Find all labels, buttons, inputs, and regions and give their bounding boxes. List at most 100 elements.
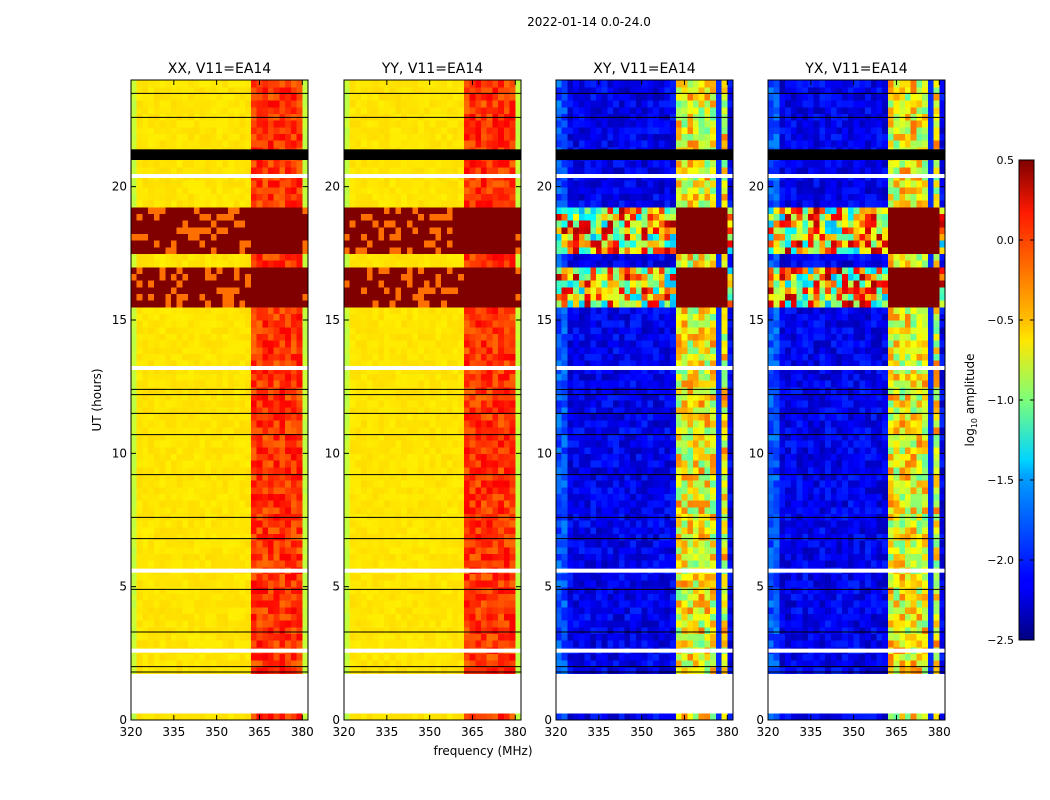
heatmap-cell xyxy=(239,506,246,514)
heatmap-cell xyxy=(296,200,303,208)
heatmap-cell xyxy=(165,653,172,661)
heatmap-cell xyxy=(176,300,183,308)
heatmap-cell xyxy=(148,420,155,428)
heatmap-cell xyxy=(372,373,379,381)
heatmap-cell xyxy=(176,466,183,474)
heatmap-cell xyxy=(486,473,493,481)
heatmap-cell xyxy=(446,486,454,494)
heatmap-cell xyxy=(193,560,201,568)
heatmap-cell xyxy=(349,226,356,234)
heatmap-cell xyxy=(429,366,436,374)
heatmap-cell xyxy=(131,420,138,428)
heatmap-cell xyxy=(355,233,362,241)
heatmap-cell xyxy=(349,340,356,348)
heatmap-cell xyxy=(441,526,448,534)
heatmap-cell xyxy=(366,360,374,368)
heatmap-cell xyxy=(228,346,235,354)
heatmap-cell xyxy=(423,660,431,668)
heatmap-cell xyxy=(446,353,454,361)
heatmap-cell xyxy=(446,500,454,508)
heatmap-cell xyxy=(245,366,252,374)
heatmap-cell xyxy=(509,580,516,588)
heatmap-cell xyxy=(458,220,465,228)
heatmap-cell xyxy=(193,506,201,514)
heatmap-cell xyxy=(412,520,419,528)
heatmap-cell xyxy=(205,500,212,508)
heatmap-cell xyxy=(250,586,258,594)
heatmap-cell xyxy=(503,466,511,474)
heatmap-cell xyxy=(463,306,471,314)
heatmap-cell xyxy=(406,440,414,448)
heatmap-cell xyxy=(492,533,499,541)
heatmap-cell xyxy=(222,466,229,474)
heatmap-cell xyxy=(395,553,402,561)
heatmap-cell xyxy=(372,613,379,621)
heatmap-cell xyxy=(384,580,391,588)
heatmap-cell xyxy=(435,300,442,308)
heatmap-cell xyxy=(131,340,138,348)
heatmap-cell xyxy=(423,313,431,321)
heatmap-cell xyxy=(210,180,218,188)
heatmap-cell xyxy=(452,286,459,294)
heatmap-cell xyxy=(361,446,368,454)
heatmap-cell xyxy=(372,446,379,454)
heatmap-cell xyxy=(361,573,368,581)
heatmap-cell xyxy=(159,600,166,608)
heatmap-cell xyxy=(344,366,351,374)
heatmap-cell xyxy=(389,600,396,608)
heatmap-cell xyxy=(216,253,223,261)
heatmap-cell xyxy=(142,106,149,114)
heatmap-cell xyxy=(406,213,414,221)
heatmap-cell xyxy=(165,340,172,348)
heatmap-cell xyxy=(279,573,286,581)
heatmap-cell xyxy=(486,326,493,334)
heatmap-cell xyxy=(239,613,246,621)
heatmap-cell xyxy=(182,466,189,474)
heatmap-cell xyxy=(349,260,356,268)
heatmap-cell xyxy=(429,313,436,321)
heatmap-cell xyxy=(452,313,459,321)
heatmap-cell xyxy=(372,593,379,601)
heatmap-cell xyxy=(296,426,303,434)
heatmap-cell xyxy=(216,453,223,461)
heatmap-cell xyxy=(290,380,298,388)
heatmap-cell xyxy=(216,133,223,141)
heatmap-cell xyxy=(131,200,138,208)
heatmap-cell xyxy=(193,580,201,588)
heatmap-cell xyxy=(153,640,161,648)
heatmap-cell xyxy=(452,353,459,361)
heatmap-cell xyxy=(239,500,246,508)
heatmap-cell xyxy=(469,620,476,628)
heatmap-cell xyxy=(250,533,258,541)
heatmap-cell xyxy=(245,273,252,281)
heatmap-cell xyxy=(159,200,166,208)
heatmap-cell xyxy=(193,546,201,554)
heatmap-cell xyxy=(435,613,442,621)
heatmap-cell xyxy=(131,326,138,334)
heatmap-cell xyxy=(273,220,280,228)
heatmap-cell xyxy=(446,593,454,601)
heatmap-cell xyxy=(131,460,138,468)
heatmap-cell xyxy=(131,606,138,614)
heatmap-cell xyxy=(355,613,362,621)
heatmap-cell xyxy=(503,573,511,581)
heatmap-cell xyxy=(228,586,235,594)
heatmap-cell xyxy=(296,353,303,361)
heatmap-cell xyxy=(429,433,436,441)
heatmap-cell xyxy=(165,286,172,294)
heatmap-cell xyxy=(441,280,448,288)
heatmap-cell xyxy=(486,386,493,394)
heatmap-cell xyxy=(361,606,368,614)
heatmap-cell xyxy=(355,280,362,288)
heatmap-cell xyxy=(165,493,172,501)
heatmap-cell xyxy=(222,593,229,601)
heatmap-cell xyxy=(469,506,476,514)
heatmap-cell xyxy=(475,553,482,561)
heatmap-cell xyxy=(446,713,454,721)
heatmap-cell xyxy=(481,433,488,441)
heatmap-cell xyxy=(256,653,263,661)
heatmap-cell xyxy=(148,413,155,421)
heatmap-cell xyxy=(159,393,166,401)
heatmap-cell xyxy=(210,246,218,254)
